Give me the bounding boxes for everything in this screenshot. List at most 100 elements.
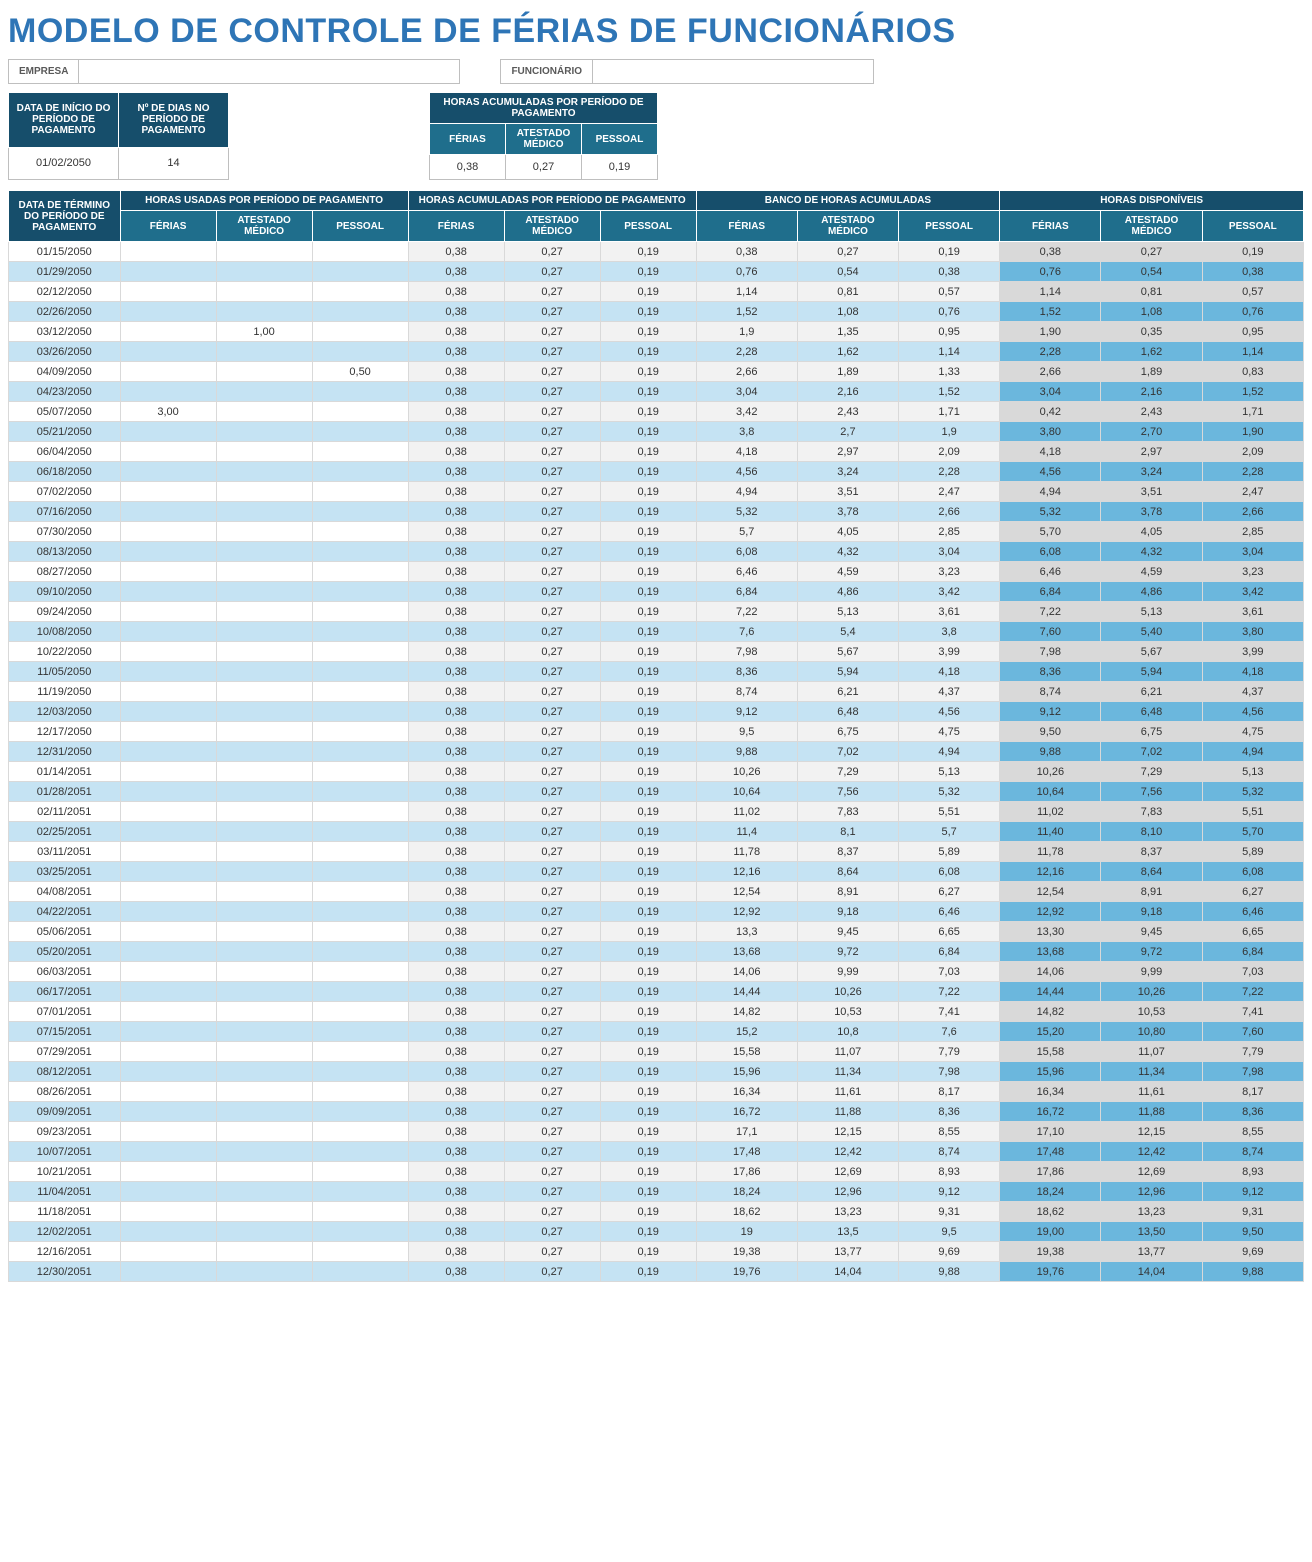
cell-date[interactable]: 02/12/2050 [9,282,121,302]
cell-used-ferias[interactable] [120,1202,216,1222]
cell-date[interactable]: 10/21/2051 [9,1162,121,1182]
cell-date[interactable]: 04/08/2051 [9,882,121,902]
cell-used-pessoal[interactable] [312,1122,408,1142]
cell-used-ferias[interactable] [120,642,216,662]
cell-date[interactable]: 01/28/2051 [9,782,121,802]
cell-used-atestado[interactable] [216,282,312,302]
cell-used-ferias[interactable] [120,842,216,862]
cell-used-atestado[interactable] [216,1082,312,1102]
cell-used-ferias[interactable] [120,502,216,522]
cell-used-atestado[interactable] [216,502,312,522]
cell-date[interactable]: 05/21/2050 [9,422,121,442]
accrual-ferias-value[interactable]: 0,38 [430,155,506,180]
cell-used-atestado[interactable] [216,342,312,362]
cell-date[interactable]: 06/04/2050 [9,442,121,462]
cell-date[interactable]: 08/27/2050 [9,562,121,582]
cell-used-ferias[interactable] [120,462,216,482]
cell-used-pessoal[interactable] [312,682,408,702]
cell-used-atestado[interactable] [216,702,312,722]
cell-used-ferias[interactable] [120,1042,216,1062]
cell-date[interactable]: 11/04/2051 [9,1182,121,1202]
cell-used-atestado[interactable] [216,862,312,882]
cell-used-ferias[interactable] [120,282,216,302]
cell-used-pessoal[interactable] [312,702,408,722]
cell-date[interactable]: 08/12/2051 [9,1062,121,1082]
cell-used-pessoal[interactable] [312,1182,408,1202]
cell-used-ferias[interactable] [120,1002,216,1022]
cell-used-pessoal[interactable] [312,502,408,522]
cell-used-pessoal[interactable] [312,982,408,1002]
cell-used-ferias[interactable] [120,1142,216,1162]
cell-date[interactable]: 05/06/2051 [9,922,121,942]
cell-used-pessoal[interactable] [312,782,408,802]
cell-used-ferias[interactable] [120,1222,216,1242]
cell-used-pessoal[interactable] [312,462,408,482]
cell-used-pessoal[interactable] [312,1002,408,1022]
cell-used-atestado[interactable] [216,1062,312,1082]
cell-used-ferias[interactable] [120,422,216,442]
cell-used-atestado[interactable] [216,442,312,462]
cell-date[interactable]: 12/30/2051 [9,1262,121,1282]
cell-used-ferias[interactable] [120,342,216,362]
cell-used-ferias[interactable] [120,722,216,742]
cell-used-ferias[interactable] [120,1182,216,1202]
cell-date[interactable]: 12/16/2051 [9,1242,121,1262]
cell-used-ferias[interactable] [120,742,216,762]
cell-used-pessoal[interactable] [312,802,408,822]
cell-date[interactable]: 04/23/2050 [9,382,121,402]
cell-used-ferias[interactable] [120,1262,216,1282]
cell-used-pessoal[interactable] [312,242,408,262]
cell-date[interactable]: 02/25/2051 [9,822,121,842]
cell-used-atestado[interactable] [216,922,312,942]
cell-used-atestado[interactable] [216,402,312,422]
cell-date[interactable]: 12/31/2050 [9,742,121,762]
cell-date[interactable]: 07/02/2050 [9,482,121,502]
cell-used-ferias[interactable] [120,782,216,802]
cell-used-atestado[interactable] [216,1142,312,1162]
cell-date[interactable]: 11/18/2051 [9,1202,121,1222]
cell-used-atestado[interactable] [216,762,312,782]
cell-used-atestado[interactable] [216,462,312,482]
cell-date[interactable]: 08/26/2051 [9,1082,121,1102]
cell-date[interactable]: 06/03/2051 [9,962,121,982]
cell-date[interactable]: 07/01/2051 [9,1002,121,1022]
cell-date[interactable]: 09/10/2050 [9,582,121,602]
cell-used-atestado[interactable]: 1,00 [216,322,312,342]
cell-used-atestado[interactable] [216,582,312,602]
cell-date[interactable]: 10/08/2050 [9,622,121,642]
cell-used-ferias[interactable] [120,482,216,502]
cell-used-atestado[interactable] [216,482,312,502]
cell-used-atestado[interactable] [216,1042,312,1062]
cell-used-ferias[interactable] [120,802,216,822]
cell-used-pessoal[interactable] [312,282,408,302]
cell-used-pessoal[interactable] [312,622,408,642]
cell-date[interactable]: 07/30/2050 [9,522,121,542]
cell-used-pessoal[interactable] [312,482,408,502]
cell-used-atestado[interactable] [216,742,312,762]
cell-used-ferias[interactable] [120,602,216,622]
cell-used-pessoal[interactable] [312,642,408,662]
cell-used-pessoal[interactable] [312,262,408,282]
cell-used-atestado[interactable] [216,1122,312,1142]
cell-used-ferias[interactable] [120,822,216,842]
cell-used-pessoal[interactable] [312,522,408,542]
cell-used-pessoal[interactable] [312,962,408,982]
cell-used-atestado[interactable] [216,882,312,902]
accrual-atestado-value[interactable]: 0,27 [506,155,582,180]
cell-used-ferias[interactable] [120,622,216,642]
cell-used-atestado[interactable] [216,682,312,702]
cell-date[interactable]: 07/16/2050 [9,502,121,522]
cell-date[interactable]: 07/15/2051 [9,1022,121,1042]
days-value[interactable]: 14 [119,147,229,179]
cell-date[interactable]: 05/20/2051 [9,942,121,962]
cell-used-pessoal[interactable] [312,882,408,902]
cell-date[interactable]: 04/09/2050 [9,362,121,382]
cell-used-ferias[interactable] [120,962,216,982]
accrual-pessoal-value[interactable]: 0,19 [582,155,658,180]
cell-date[interactable]: 11/05/2050 [9,662,121,682]
cell-used-pessoal[interactable] [312,402,408,422]
start-date-value[interactable]: 01/02/2050 [9,147,119,179]
cell-used-pessoal[interactable] [312,322,408,342]
cell-used-pessoal[interactable] [312,1022,408,1042]
cell-used-ferias[interactable] [120,1082,216,1102]
